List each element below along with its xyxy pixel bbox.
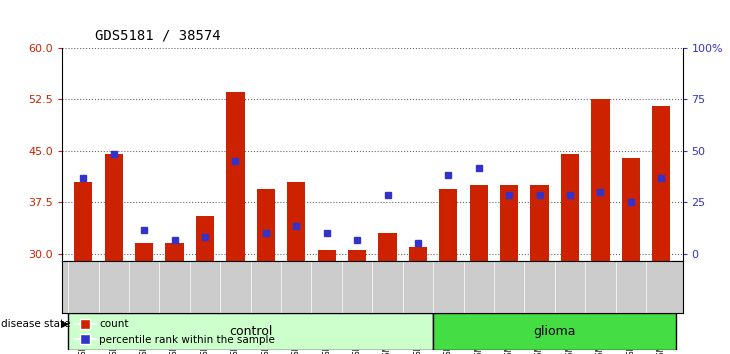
Text: glioma: glioma [534, 325, 576, 338]
Text: ▶: ▶ [61, 319, 68, 329]
Bar [226, 92, 245, 261]
Bar [439, 189, 458, 261]
Bar [74, 182, 93, 261]
Bar [433, 313, 677, 350]
Bar [287, 182, 305, 261]
Bar [500, 185, 518, 261]
Bar [409, 247, 427, 261]
Legend: count, percentile rank within the sample: count, percentile rank within the sample [71, 315, 279, 349]
Bar [318, 250, 336, 261]
Bar [561, 154, 579, 261]
Bar [652, 106, 670, 261]
Bar [591, 99, 610, 261]
Text: control: control [229, 325, 272, 338]
Bar [469, 185, 488, 261]
Bar [104, 154, 123, 261]
Bar [348, 250, 366, 261]
Text: disease state: disease state [1, 319, 71, 329]
Bar [166, 244, 184, 261]
Bar [257, 189, 275, 261]
Bar [196, 216, 214, 261]
Bar [378, 233, 396, 261]
Text: GDS5181 / 38574: GDS5181 / 38574 [95, 28, 220, 42]
Bar [68, 313, 433, 350]
Bar [531, 185, 549, 261]
Bar [135, 244, 153, 261]
Bar [622, 158, 640, 261]
